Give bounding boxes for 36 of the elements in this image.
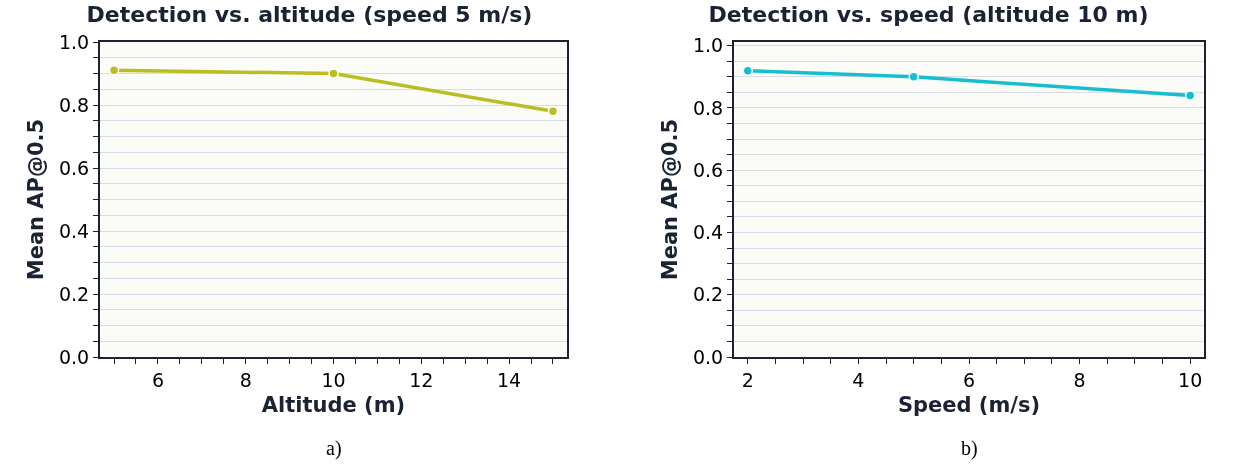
x-tick-label: 8: [1073, 368, 1086, 391]
y-tick-label: 0.8: [58, 93, 90, 116]
chart-title: Detection vs. altitude (speed 5 m/s): [86, 2, 533, 28]
x-tick-label: 14: [496, 368, 522, 391]
y-tick-label: 0.2: [58, 282, 90, 305]
point: [108, 65, 120, 76]
point: [908, 71, 919, 83]
y-axis-title: Mean AP@0.5: [23, 118, 48, 281]
x-tick-label: 10: [1178, 368, 1203, 391]
x-tick-label: 6: [962, 368, 976, 391]
y-tick-label: 0.0: [692, 345, 724, 368]
y-tick-label: 0.4: [692, 221, 724, 244]
y-tick-label: 0.6: [692, 158, 724, 181]
y-tick-label: 0.8: [692, 96, 724, 119]
y-tick-label: 0.0: [58, 345, 90, 368]
point: [328, 68, 339, 79]
point: [547, 106, 559, 117]
x-tick-label: 8: [239, 368, 252, 391]
x-tick-label: 12: [409, 368, 434, 391]
x-tick-label: 2: [741, 368, 754, 391]
x-tick-label: 10: [321, 368, 346, 391]
y-tick-label: 0.6: [58, 156, 90, 179]
chart-title: Detection vs. speed (altitude 10 m): [708, 2, 1149, 28]
x-axis-title: Speed (m/s): [897, 393, 1041, 418]
text: a): [326, 437, 342, 460]
x-tick-label: 4: [852, 368, 865, 391]
y-tick-label: 0.4: [58, 219, 90, 242]
text: b): [961, 437, 978, 460]
point: [742, 65, 754, 76]
y-axis-title: Mean AP@0.5: [657, 118, 682, 281]
y-tick-label: 0.2: [692, 283, 724, 306]
y-tick-label: 1.0: [692, 34, 724, 57]
y-tick-label: 1.0: [58, 30, 90, 53]
x-tick-label: 6: [151, 368, 164, 391]
x-axis-title: Altitude (m): [261, 393, 406, 418]
point: [1184, 90, 1196, 101]
